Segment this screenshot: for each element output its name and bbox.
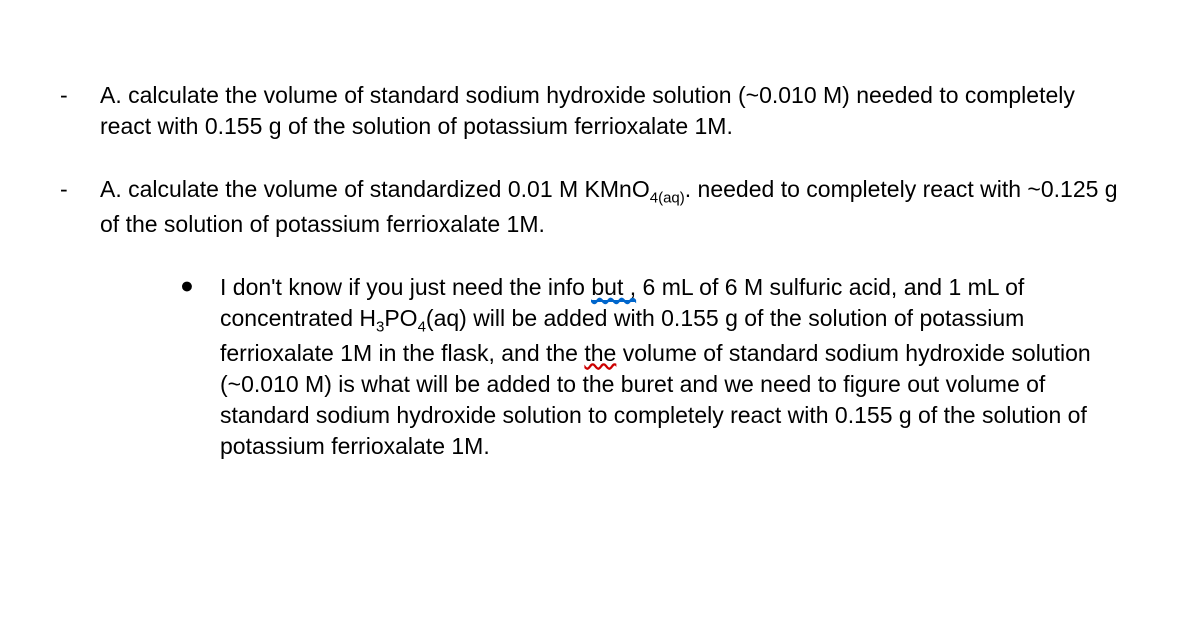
item-2-pre: calculate the volume of standardized 0.0… xyxy=(128,176,650,202)
sub-list-item: ● I don't know if you just need the info… xyxy=(180,272,1130,462)
item-1-text: calculate the volume of standard sodium … xyxy=(100,82,1075,139)
bullet-dash: - xyxy=(60,174,100,240)
subitem-part1: I don't know if you just need the info xyxy=(220,274,591,300)
bullet-dash: - xyxy=(60,80,100,142)
subitem-content: I don't know if you just need the info b… xyxy=(220,272,1130,462)
item-2-content: A. calculate the volume of standardized … xyxy=(100,174,1130,240)
item-2-sub1: 4(aq) xyxy=(650,190,685,207)
subitem-part3: PO xyxy=(384,305,417,331)
squiggly-blue-word: but , xyxy=(591,274,636,302)
bullet-dot: ● xyxy=(180,272,220,462)
squiggly-red-word: the xyxy=(584,340,616,366)
list-item-1: - A. calculate the volume of standard so… xyxy=(60,80,1130,142)
sub-4: 4 xyxy=(418,319,426,336)
item-2-label: A. xyxy=(100,176,122,202)
item-1-content: A. calculate the volume of standard sodi… xyxy=(100,80,1130,142)
item-1-label: A. xyxy=(100,82,122,108)
list-item-2: - A. calculate the volume of standardize… xyxy=(60,174,1130,240)
